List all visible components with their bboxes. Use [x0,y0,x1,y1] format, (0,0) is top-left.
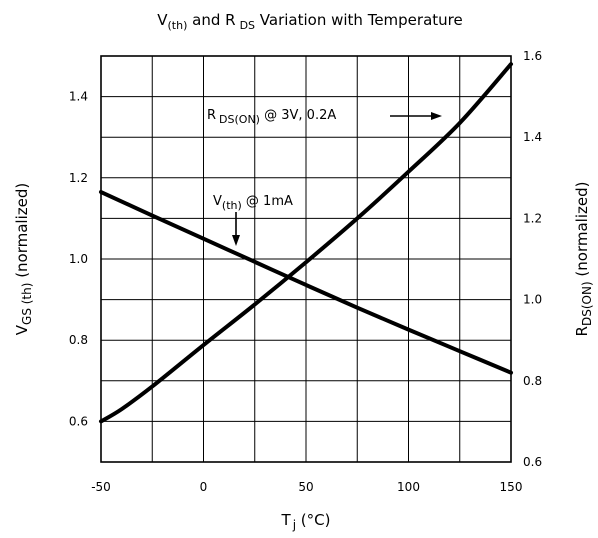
y-right-tick-label: 1.0 [523,293,542,307]
plot-frame [100,55,512,463]
y-left-tick-label: 1.4 [69,90,88,104]
y-right-tick-labels: 0.6 0.8 1.0 1.2 1.4 1.6 [523,49,542,469]
x-tick-label: -50 [91,480,111,494]
y-right-axis-label: RDS(ON) (normalized) [573,182,594,337]
annotation-rds-arrow-head [431,112,442,120]
series-vth-line [99,190,513,375]
y-left-tick-label: 1.2 [69,171,88,185]
y-right-tick-label: 1.2 [523,211,542,225]
x-tick-label: 150 [500,480,523,494]
x-tick-label: 50 [298,480,313,494]
y-right-tick-label: 1.4 [523,130,542,144]
x-tick-labels: -50 0 50 100 150 [91,480,522,494]
x-tick-label: 0 [200,480,208,494]
y-left-tick-label: 1.0 [69,252,88,266]
y-left-tick-label: 0.6 [69,414,88,428]
y-right-tick-label: 0.8 [523,374,542,388]
y-right-tick-label: 0.6 [523,455,542,469]
gridlines [101,56,511,462]
annotation-vth-label: V(th) @ 1mA [213,194,293,212]
annotation-vth-arrow-head [232,235,240,246]
chart-title: V(th) and R DS Variation with Temperature [157,11,462,32]
y-right-tick-label: 1.6 [523,49,542,63]
annotation-rds-label: R DS(ON) @ 3V, 0.2A [207,108,336,126]
y-left-axis-label: VGS (th) (normalized) [13,183,34,336]
series-rds-line [99,62,513,424]
x-tick-label: 100 [397,480,420,494]
y-left-tick-label: 0.8 [69,333,88,347]
y-left-tick-labels: 0.6 0.8 1.0 1.2 1.4 [69,90,88,429]
